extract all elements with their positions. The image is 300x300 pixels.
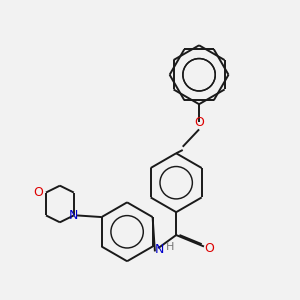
Text: O: O	[33, 186, 43, 199]
Text: O: O	[204, 242, 214, 255]
Text: N: N	[155, 243, 164, 256]
Text: O: O	[194, 116, 204, 129]
Text: H: H	[165, 242, 174, 251]
Text: N: N	[69, 209, 79, 222]
